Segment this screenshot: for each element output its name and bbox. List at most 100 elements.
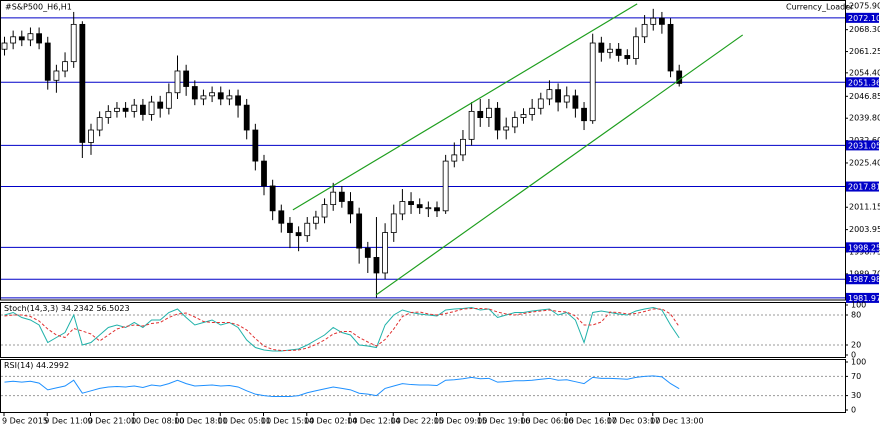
indicator-line — [4, 306, 680, 352]
candle-body — [451, 154, 458, 162]
y-tick-label: 2068.30 — [849, 25, 880, 34]
candle-body — [243, 104, 250, 131]
x-tick-label: 15 Dec 09:00 — [434, 417, 488, 426]
y-tick-label: 2046.85 — [849, 92, 880, 101]
candle-body — [183, 70, 190, 87]
candle-body — [607, 48, 613, 53]
candle-body — [546, 89, 553, 100]
level-label-box — [846, 274, 879, 285]
level-label-box — [846, 140, 879, 151]
annotation: Currency_Loader — [786, 3, 854, 12]
main-panel — [0, 0, 846, 301]
candle-body — [1, 42, 8, 50]
candle-body — [598, 42, 605, 53]
candle-body — [624, 55, 631, 59]
x-tick-label: 10 Dec 08:00 — [131, 417, 185, 426]
rsi-panel — [0, 359, 846, 413]
candle-body — [226, 95, 233, 100]
y-tick-label: 2011.15 — [849, 203, 880, 212]
level-label: 2031.05 — [848, 141, 880, 150]
candle-body — [122, 107, 129, 112]
candle-body — [44, 42, 51, 81]
candle-body — [261, 160, 267, 187]
candle-body — [390, 213, 397, 233]
candle-body — [468, 110, 475, 140]
level-label-box — [846, 181, 879, 192]
candle-body — [641, 23, 648, 38]
candle-body — [304, 222, 311, 237]
candle-body — [79, 23, 86, 143]
chart-title: #S&P500_H6,H1 — [5, 3, 72, 12]
candle-body — [148, 101, 155, 115]
level-label: 1981.97 — [848, 294, 880, 303]
x-tick-label: 17 Dec 03:00 — [607, 417, 661, 426]
candle-body — [18, 36, 25, 41]
candle-body — [485, 107, 492, 118]
indicator-title: RSI(14) 44.2992 — [4, 361, 69, 370]
candle-body — [581, 107, 587, 122]
level-label: 2051.36 — [848, 78, 880, 87]
candle-body — [667, 23, 674, 72]
candle-body — [633, 36, 639, 59]
candle-body — [537, 98, 544, 109]
candle-body — [330, 191, 337, 206]
x-tick-label: 10 Dec 18:00 — [174, 417, 228, 426]
indicator-value: 56.5023 — [96, 304, 129, 313]
level-label: 2072.10 — [848, 14, 880, 23]
trend-line — [292, 3, 638, 211]
candle-body — [555, 89, 561, 103]
candle-body — [278, 210, 285, 224]
level-label-box — [846, 292, 879, 303]
candle-body — [105, 110, 112, 118]
candle-body — [520, 114, 527, 118]
level-label-box — [846, 12, 879, 23]
candle-body — [27, 33, 34, 41]
y-tick-label: 1989.70 — [849, 269, 880, 278]
candle-body — [139, 104, 146, 115]
candle-body — [416, 204, 423, 209]
candle-body — [62, 61, 68, 72]
y-tick-label: 0 — [851, 406, 856, 415]
candle-body — [659, 17, 665, 25]
candle-body — [88, 129, 94, 143]
candle-body — [442, 160, 449, 212]
y-tick-label: 70 — [851, 372, 861, 381]
candle-body — [494, 107, 501, 131]
x-tick-label: 14 Dec 12:00 — [347, 417, 401, 426]
candle-body — [399, 201, 406, 215]
level-label-box — [846, 242, 879, 253]
candle-body — [650, 17, 657, 25]
candle-body — [287, 222, 293, 233]
candle-body — [36, 33, 42, 44]
x-tick-label: 11 Dec 15:00 — [261, 417, 315, 426]
stoch-panel — [0, 302, 846, 358]
candle-body — [235, 95, 241, 106]
candle-body — [338, 191, 345, 202]
indicator-value: 34.2342 — [61, 304, 94, 313]
candle-body — [477, 110, 484, 118]
y-tick-label: 100 — [851, 358, 866, 367]
candle-body — [382, 232, 389, 274]
candle-body — [373, 257, 380, 274]
candle-body — [503, 126, 510, 131]
level-label: 1987.98 — [848, 275, 880, 284]
x-tick-label: 9 Dec 11:00 — [44, 417, 93, 426]
candle-body — [174, 70, 181, 94]
candle-body — [165, 92, 172, 109]
candle-body — [589, 42, 596, 122]
y-tick-label: 100 — [851, 301, 866, 310]
candle-body — [408, 201, 414, 206]
candle-body — [217, 92, 224, 100]
indicator-line — [4, 375, 680, 398]
candle-body — [70, 23, 77, 63]
candle-body — [529, 107, 536, 115]
x-tick-label: 14 Dec 22:00 — [390, 417, 444, 426]
indicator-name: Stoch(14,3,3) — [4, 304, 58, 313]
y-tick-label: 2075.90 — [849, 2, 880, 11]
candle-body — [460, 138, 466, 156]
candle-body — [157, 101, 164, 109]
indicator-value: 44.2992 — [36, 361, 69, 370]
y-tick-label: 20 — [851, 341, 861, 350]
x-tick-label: 15 Dec 19:00 — [477, 417, 531, 426]
